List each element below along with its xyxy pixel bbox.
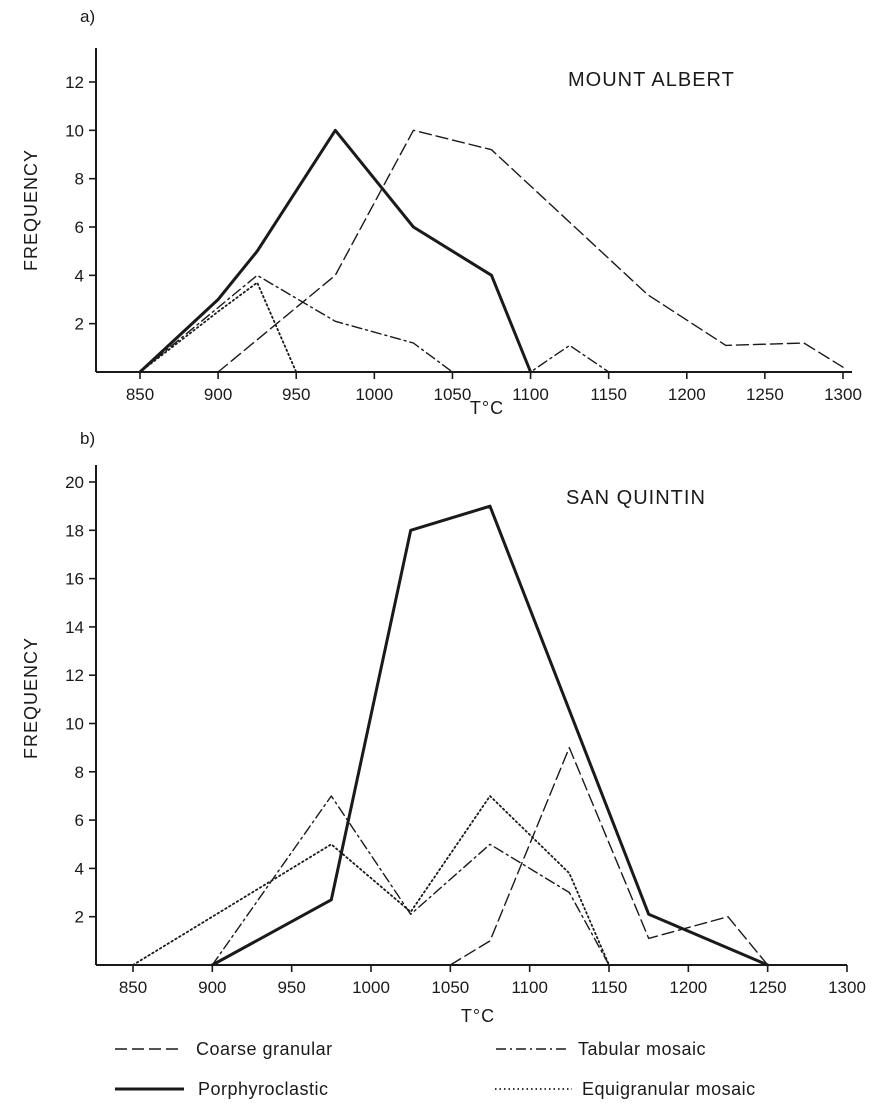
legend-item-porphyroclastic: Porphyroclastic — [115, 1079, 329, 1099]
x-tick-label-b-1300: 1300 — [828, 978, 866, 997]
series-line-tabular-mosaic-a — [139, 274, 610, 373]
x-axis-label-a: T°C — [470, 398, 504, 418]
y-tick-label-b-16: 16 — [65, 570, 84, 589]
x-tick-label-b-1000: 1000 — [352, 978, 390, 997]
chart-title-a: MOUNT ALBERT — [568, 69, 735, 91]
y-tick-label-b-14: 14 — [65, 618, 84, 637]
y-tick-label-a-12: 12 — [65, 73, 84, 92]
legend: Coarse granular Tabular mosaic Porphyroc… — [115, 1039, 756, 1099]
y-tick-label-b-12: 12 — [65, 666, 84, 685]
legend-label-coarse-granular: Coarse granular — [196, 1039, 333, 1059]
legend-label-porphyroclastic: Porphyroclastic — [198, 1079, 329, 1099]
y-axis-label-a: FREQUENCY — [21, 149, 41, 271]
panel-label-a: a) — [80, 7, 95, 26]
x-tick-label-b-1050: 1050 — [431, 978, 469, 997]
series-line-porphyroclastic-b — [210, 504, 770, 967]
x-tick-label-a-1300: 1300 — [824, 385, 862, 404]
series-line-coarse-granular-a — [217, 129, 844, 373]
legend-item-tabular-mosaic: Tabular mosaic — [496, 1039, 706, 1059]
x-axis-label-b: T°C — [461, 1006, 495, 1026]
series-line-equigranular-mosaic-b — [132, 795, 610, 966]
y-tick-label-b-2: 2 — [75, 908, 84, 927]
legend-label-tabular-mosaic: Tabular mosaic — [578, 1039, 706, 1059]
ticks-b: 850 900 950 1000 1050 1100 1150 1200 1250 1300 2 4 6… — [65, 473, 866, 997]
legend-label-equigranular-mosaic: Equigranular mosaic — [582, 1079, 756, 1099]
x-tick-label-a-1250: 1250 — [746, 385, 784, 404]
y-tick-label-b-10: 10 — [65, 715, 84, 734]
series-line-coarse-granular-b — [449, 746, 769, 966]
chart-panel-b: b) SAN QUINTIN FREQUENCY T°C 850 900 950 10… — [21, 429, 866, 1026]
series-group-a — [138, 128, 844, 374]
y-tick-label-b-4: 4 — [75, 859, 84, 878]
x-tick-label-a-1150: 1150 — [590, 385, 627, 404]
x-tick-label-b-1150: 1150 — [591, 978, 628, 997]
chart-title-b: SAN QUINTIN — [566, 487, 706, 509]
x-tick-label-b-900: 900 — [198, 978, 226, 997]
chart-panel-a: a) MOUNT ALBERT FREQUENCY T°C 850 900 950 1… — [21, 7, 862, 418]
ticks-a: 850 900 950 1000 1050 1100 1150 1200 1250 1300 2 4 6… — [65, 73, 862, 404]
legend-item-equigranular-mosaic: Equigranular mosaic — [495, 1079, 756, 1099]
x-tick-label-b-1200: 1200 — [669, 978, 707, 997]
y-axis-label-b: FREQUENCY — [21, 637, 41, 759]
series-line-porphyroclastic-a — [138, 128, 533, 374]
x-tick-label-b-950: 950 — [277, 978, 305, 997]
series-line-tabular-mosaic-b — [211, 795, 610, 966]
x-tick-label-b-1250: 1250 — [749, 978, 787, 997]
x-tick-label-a-900: 900 — [204, 385, 232, 404]
x-tick-label-b-1100: 1100 — [511, 978, 548, 997]
x-tick-label-b-850: 850 — [119, 978, 147, 997]
y-tick-label-a-2: 2 — [75, 315, 84, 334]
y-tick-label-b-18: 18 — [65, 521, 84, 540]
series-group-b — [132, 504, 770, 967]
panel-label-b: b) — [80, 429, 95, 448]
x-tick-label-a-1000: 1000 — [355, 385, 393, 404]
x-tick-label-a-950: 950 — [282, 385, 310, 404]
x-tick-label-a-1050: 1050 — [434, 385, 472, 404]
x-tick-label-a-1100: 1100 — [512, 385, 549, 404]
series-line-equigranular-mosaic-a — [139, 281, 298, 373]
y-tick-label-a-10: 10 — [65, 121, 84, 140]
y-tick-label-b-6: 6 — [75, 811, 84, 830]
y-tick-label-b-8: 8 — [75, 763, 84, 782]
y-tick-label-b-20: 20 — [65, 473, 84, 492]
y-tick-label-a-6: 6 — [75, 218, 84, 237]
x-tick-label-a-850: 850 — [126, 385, 154, 404]
legend-item-coarse-granular: Coarse granular — [115, 1039, 333, 1059]
y-tick-label-a-8: 8 — [75, 170, 84, 189]
x-tick-label-a-1200: 1200 — [668, 385, 706, 404]
y-tick-label-a-4: 4 — [75, 266, 84, 285]
